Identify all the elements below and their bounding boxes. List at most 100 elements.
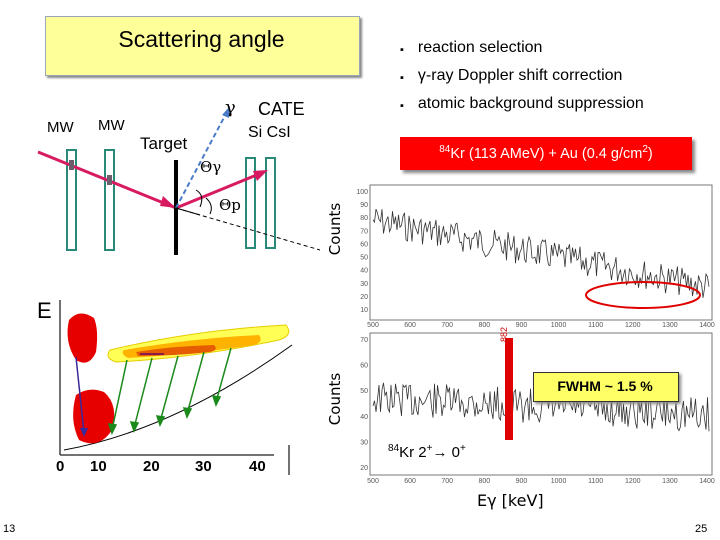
x-tick-label: 800 <box>478 478 490 485</box>
x-tick-label: 900 <box>516 478 528 485</box>
theta-gamma-arc <box>195 189 203 208</box>
mw-detector-1 <box>66 149 77 251</box>
x-tick-label: 1000 <box>551 478 567 485</box>
x-tick-label: 700 <box>441 322 453 329</box>
theta-gamma-label: Θγ <box>200 158 222 176</box>
reaction-unit-exp: 2 <box>642 144 648 155</box>
y-tick-label: 20 <box>360 465 368 472</box>
fwhm-text: FWHM ~ 1.5 % <box>557 378 653 394</box>
de-e-tick: 0 <box>56 458 65 475</box>
mw-label-2: MW <box>98 117 125 134</box>
de-e-e-label: E <box>37 298 52 323</box>
top-y-ticks: 100 90 80 70 60 50 40 30 20 10 <box>356 189 368 314</box>
bullet-marker: ▪ <box>400 44 404 56</box>
x-tick-label: 1300 <box>662 478 678 485</box>
x-tick-label: 900 <box>516 322 528 329</box>
y-tick-label: 30 <box>360 439 368 446</box>
x-tick-label: 700 <box>441 478 453 485</box>
transition-label: 84Kr 2+→ 0+ <box>388 443 466 461</box>
x-tick-label: 1400 <box>699 478 715 485</box>
beam-hit-2 <box>107 175 112 185</box>
de-e-tick: 10 <box>90 458 107 475</box>
target-label: Target <box>140 134 188 153</box>
bullet-marker: ▪ <box>400 72 404 84</box>
y-tick-label: 40 <box>360 268 368 275</box>
reaction-text: 84Kr (113 AMeV) + Au (0.4 g/cm2) <box>400 144 692 162</box>
beam-arrowhead <box>160 196 176 208</box>
de-e-tick: 30 <box>195 458 212 475</box>
punch-through-curve <box>63 344 293 451</box>
x-tick-label: 1200 <box>625 478 641 485</box>
x-tick-label: 1100 <box>588 478 603 485</box>
energy-axis-label: Eγ [keV] <box>477 491 544 510</box>
slide-number-right: 25 <box>695 523 708 535</box>
y-tick-label: 60 <box>360 241 368 248</box>
y-tick-label: 60 <box>360 363 368 370</box>
peak-882 <box>505 338 513 440</box>
transition-to: 0 <box>451 444 460 461</box>
y-tick-label: 30 <box>360 281 368 288</box>
beam-hit-1 <box>69 160 74 170</box>
y-tick-label: 40 <box>360 414 368 421</box>
bullet-item: ▪ γ-ray Doppler shift correction <box>400 63 644 91</box>
cate-si-detector <box>245 157 256 249</box>
x-tick-label: 600 <box>404 322 416 329</box>
blue-arrowhead <box>80 428 88 437</box>
top-x-ticks: 500 600 700 800 900 1000 1100 1200 1300 1400 <box>367 322 715 329</box>
gamma-arrowhead <box>222 106 230 118</box>
theta-p-label: Θp <box>219 196 241 214</box>
transition-plus-2: + <box>460 443 466 454</box>
de-e-tick: 40 <box>249 458 266 475</box>
fwhm-box <box>533 372 679 402</box>
y-tick-label: 50 <box>360 388 368 395</box>
y-tick-label: 90 <box>360 202 368 209</box>
bullet-text: reaction selection <box>417 39 543 56</box>
cate-csi-detector <box>265 157 276 249</box>
bullet-list: ▪ reaction selection ▪ γ-ray Doppler shift… <box>400 35 644 119</box>
peak-882-label: 882 <box>499 326 509 342</box>
de-e-green-arrows <box>107 347 232 435</box>
si-csi-label: Si CsI <box>248 124 291 141</box>
theta-p-arc <box>205 197 212 215</box>
x-tick-label: 1400 <box>699 322 715 329</box>
bullet-marker: ▪ <box>400 100 404 112</box>
gamma-label: γ <box>225 97 236 118</box>
reference-tick <box>175 207 201 216</box>
top-counts-label: Counts <box>326 202 344 256</box>
x-tick-label: 800 <box>478 322 490 329</box>
y-tick-label: 20 <box>360 294 368 301</box>
bottom-y-ticks: 70 60 50 40 30 20 <box>360 337 368 472</box>
transition-from: 2 <box>418 444 427 461</box>
x-tick-label: 1300 <box>662 322 678 329</box>
y-tick-label: 80 <box>360 215 368 222</box>
bullet-item: ▪ reaction selection <box>400 35 644 63</box>
bullet-text: γ-ray Doppler shift correction <box>417 67 623 84</box>
y-tick-label: 70 <box>360 228 368 235</box>
de-e-tick: 20 <box>143 458 160 475</box>
top-spectrum-frame <box>369 184 713 321</box>
bottom-spectrum-trace <box>372 382 710 432</box>
top-spectrum: 100 90 80 70 60 50 40 30 20 10 500 600 700 800 900 100… <box>356 184 715 329</box>
x-tick-label: 1200 <box>625 322 641 329</box>
reaction-body: Kr (113 AMeV) + Au (0.4 g/cm <box>450 145 643 162</box>
y-tick-label: 100 <box>356 189 368 196</box>
transition-arrow: → <box>432 444 448 461</box>
gamma-ray-line <box>175 109 229 209</box>
x-tick-label: 500 <box>367 478 379 485</box>
mw-detector-2 <box>104 149 115 251</box>
top-spectrum-trace <box>372 208 710 298</box>
bottom-spectrum-frame <box>369 332 713 476</box>
transition-mass: 84 <box>388 443 400 454</box>
y-tick-label: 10 <box>360 307 368 314</box>
peak-region-highlight <box>585 281 701 309</box>
x-tick-label: 1100 <box>588 322 603 329</box>
scattered-beam <box>175 170 265 210</box>
x-tick-label: 600 <box>404 478 416 485</box>
reaction-close: ) <box>647 145 653 162</box>
bottom-counts-label: Counts <box>326 372 344 426</box>
y-tick-label: 50 <box>360 255 368 262</box>
blob-upper-left <box>67 313 98 363</box>
bullet-item: ▪ atomic background suppression <box>400 91 644 119</box>
scattered-arrowhead <box>253 170 268 181</box>
